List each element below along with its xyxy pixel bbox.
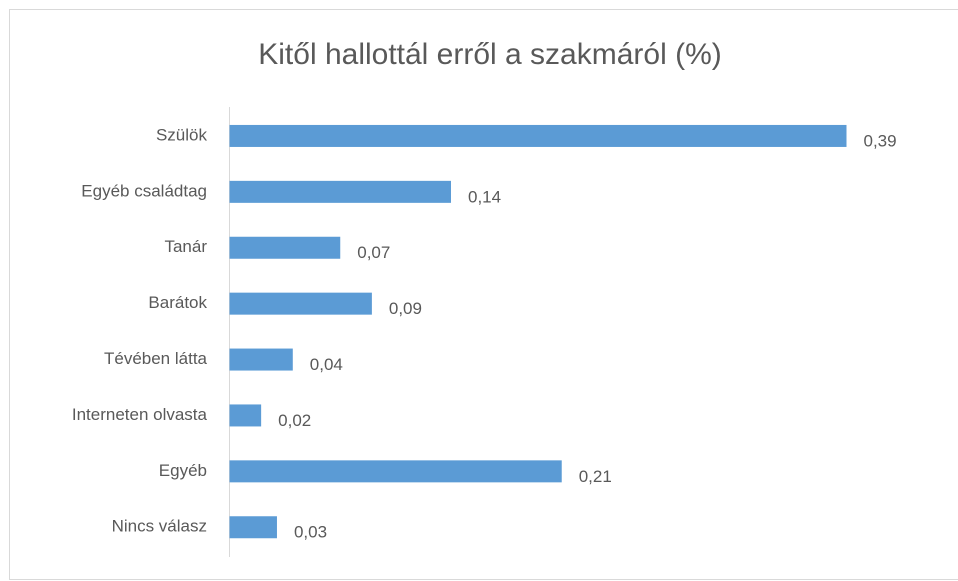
data-label: 0,09 bbox=[389, 299, 422, 318]
bar bbox=[229, 404, 262, 427]
y-tick-label: Tévében látta bbox=[104, 349, 208, 368]
y-tick-label: Nincs válasz bbox=[112, 517, 207, 536]
bar bbox=[229, 124, 847, 147]
data-label: 0,39 bbox=[864, 131, 897, 150]
data-label: 0,14 bbox=[468, 187, 501, 206]
data-label: 0,03 bbox=[294, 523, 327, 542]
data-label: 0,07 bbox=[357, 243, 390, 262]
bar bbox=[229, 236, 341, 259]
data-label: 0,02 bbox=[278, 411, 311, 430]
chart-title: Kitől hallottál erről a szakmáról (%) bbox=[258, 38, 722, 71]
y-tick-label: Szülök bbox=[156, 125, 208, 144]
chart-frame bbox=[9, 9, 958, 580]
y-tick-label: Egyéb családtag bbox=[81, 181, 207, 200]
data-label: 0,04 bbox=[310, 355, 343, 374]
y-tick-label: Interneten olvasta bbox=[72, 405, 208, 424]
bar bbox=[229, 292, 372, 315]
bar bbox=[229, 348, 293, 371]
bar bbox=[229, 516, 277, 539]
y-tick-label: Barátok bbox=[148, 293, 207, 312]
data-label: 0,21 bbox=[579, 467, 612, 486]
bar bbox=[229, 460, 562, 483]
y-tick-label: Tanár bbox=[164, 237, 207, 256]
y-tick-label: Egyéb bbox=[159, 461, 207, 480]
bar bbox=[229, 180, 451, 203]
